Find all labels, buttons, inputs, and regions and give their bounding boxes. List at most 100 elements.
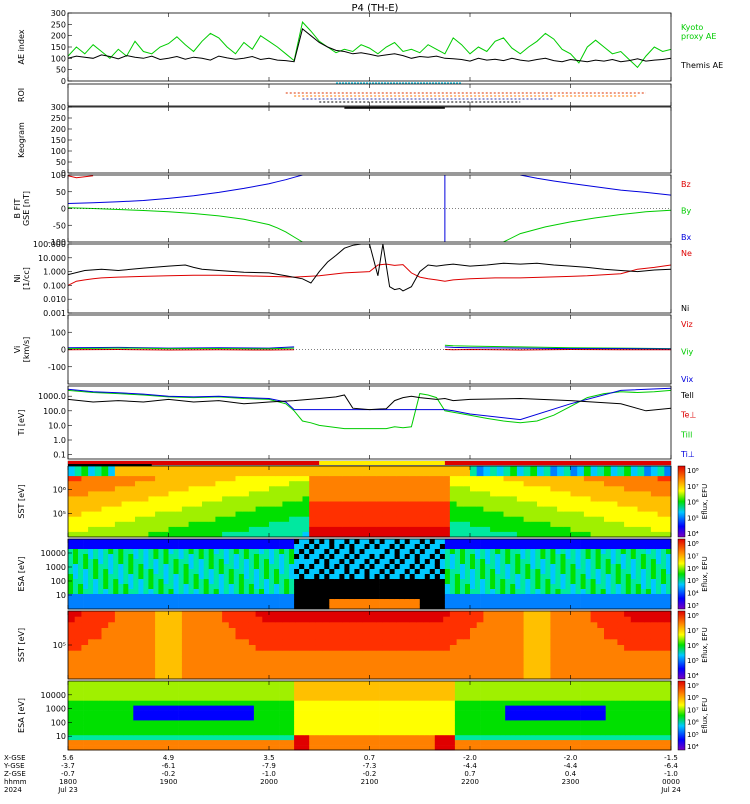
sst-ion-cell [430, 466, 437, 472]
sst-elec-cell [363, 622, 370, 628]
sst-ion-cell [329, 512, 336, 517]
sst-ion-cell [597, 476, 604, 482]
sst-ion-cell [148, 486, 155, 492]
esa-ion-cell [83, 559, 88, 564]
sst-elec-cell [309, 662, 316, 668]
sst-ion-cell [423, 476, 430, 482]
sst-ion-cell [490, 517, 497, 523]
esa-ion-cell [138, 569, 143, 574]
sst-elec-cell [638, 651, 645, 657]
esa-ion-cell [128, 594, 133, 599]
esa-ion-cell [380, 574, 385, 579]
esa-elec-cell [189, 701, 194, 706]
esa-elec-cell [68, 711, 73, 716]
sst-ion-cell [457, 496, 464, 502]
sst-ion-cell [336, 491, 343, 497]
esa-ion-cell [93, 544, 98, 549]
sst-ion-cell [437, 527, 444, 533]
esa-ion-cell [158, 559, 163, 564]
sst-elec-cell [81, 611, 88, 617]
esa-ion-cell [148, 554, 153, 559]
esa-elec-cell [234, 681, 239, 686]
sst-elec-cell [349, 656, 356, 662]
sst-ion-cell [597, 517, 604, 523]
esa-elec-cell [194, 711, 199, 716]
sst-ion-cell [463, 522, 470, 528]
esa-elec-cell [174, 706, 179, 711]
sst-elec-cell [443, 668, 450, 674]
esa-elec-cell [73, 716, 78, 721]
sst-ion-cell [483, 496, 490, 502]
sst-ion-cell [102, 502, 109, 508]
sst-elec-cell [644, 645, 651, 651]
sst-ion-cell [182, 486, 189, 492]
esa-ion-cell [204, 574, 209, 579]
sst-elec-cell [303, 662, 310, 668]
esa-ion-cell [566, 564, 571, 569]
sst-ion-cell [557, 496, 564, 502]
esa-ion-cell [475, 589, 480, 594]
esa-ion-cell [636, 584, 641, 589]
sst-ion-cell [651, 532, 658, 538]
sst-ion-cell [463, 466, 470, 472]
sst-elec-cell [155, 628, 162, 634]
sst-ion-cell [463, 517, 470, 523]
esa-ion-cell [93, 559, 98, 564]
sst-ion-cell [349, 476, 356, 482]
sst-elec-cell [189, 645, 196, 651]
sst-ion-cell [450, 502, 457, 508]
esa-ion-cell [641, 549, 646, 554]
sst-ion-cell [122, 491, 129, 497]
esa-ion-cell [535, 599, 540, 604]
sst-ion-cell [68, 491, 75, 497]
esa-elec-cell [289, 735, 294, 740]
sst-ion-cell [175, 532, 182, 538]
sst-elec-cell [376, 611, 383, 617]
esa-elec-cell [199, 716, 204, 721]
esa-ion-cell [566, 594, 571, 599]
esa-ion-cell [329, 579, 334, 584]
esa-elec-cell [289, 716, 294, 721]
sst-elec-cell [102, 645, 109, 651]
esa-ion-cell [435, 579, 440, 584]
sst-elec-cell [128, 651, 135, 657]
esa-elec-cell [189, 720, 194, 725]
sst-ion-cell [416, 507, 423, 512]
sst-ion-cell [356, 522, 363, 528]
sst-elec-cell [108, 668, 115, 674]
esa-ion-cell [299, 554, 304, 559]
esa-ion-cell [153, 549, 158, 554]
sst-ion-cell [169, 502, 176, 508]
sst-elec-cell [242, 634, 249, 640]
esa-ion-cell [304, 594, 309, 599]
sst-elec-cell [142, 645, 149, 651]
esa-ion-cell [108, 579, 113, 584]
esa-ion-cell [561, 544, 566, 549]
sst-ion-cell [611, 466, 618, 472]
sst-ion-cell [591, 466, 598, 472]
sst-elec-cell [329, 622, 336, 628]
esa-ion-cell [561, 589, 566, 594]
esa-ion-cell [349, 569, 354, 574]
esa-elec-cell [133, 711, 138, 716]
esa-ion-cell [410, 574, 415, 579]
esa-ion-cell [465, 594, 470, 599]
esa-elec-cell [249, 740, 254, 745]
esa-ion-cell [400, 539, 405, 544]
sst-ion-cell [651, 486, 658, 492]
esa-ion-cell [360, 549, 365, 554]
sst-ion-cell [303, 481, 310, 487]
sst-elec-cell [189, 651, 196, 657]
sst-ion-cell [142, 527, 149, 533]
esa-elec-cell [153, 735, 158, 740]
sst-ion-cell [169, 466, 176, 472]
esa-ion-cell [249, 579, 254, 584]
esa-elec-cell [88, 735, 93, 740]
sst-ion-cell [249, 486, 256, 492]
sst-ion-cell [604, 522, 611, 528]
sst-elec-cell [550, 634, 557, 640]
sst-ion-cell [410, 517, 417, 523]
sst-elec-cell [443, 617, 450, 623]
esa-elec-cell [214, 701, 219, 706]
sst-ion-cell [530, 466, 537, 472]
